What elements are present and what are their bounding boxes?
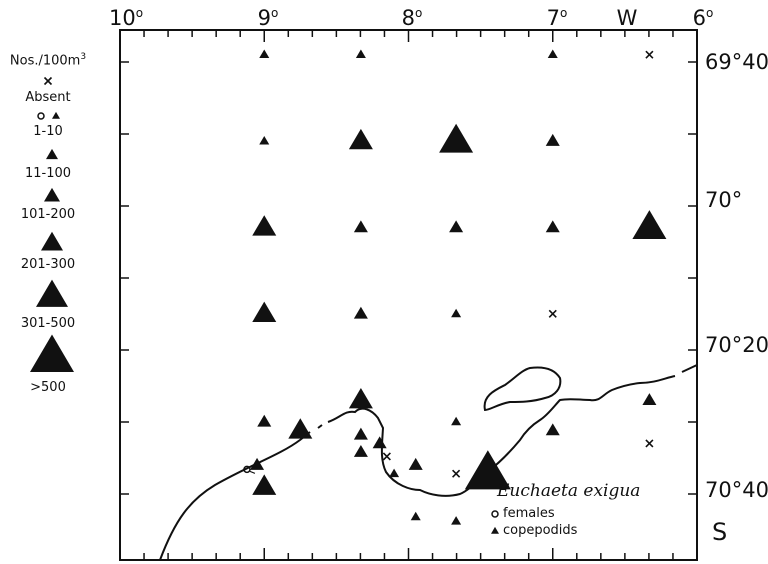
station-absent-marker	[645, 439, 654, 448]
station-triangle-marker	[449, 220, 464, 233]
station-triangle-marker	[632, 210, 667, 240]
cross-stroke	[382, 452, 391, 461]
legend-title: Nos./100m3	[9, 52, 87, 69]
legend-symbol-201-300	[41, 231, 63, 251]
station-triangle-marker	[348, 128, 373, 150]
legend-label-201-300: 201-300	[20, 257, 76, 272]
longitude-label-7: 7o	[546, 6, 568, 30]
station-triangle-marker	[252, 301, 277, 323]
station-triangle-marker	[250, 457, 265, 470]
station-absent-marker	[548, 309, 557, 318]
station-triangle-marker	[451, 308, 462, 318]
legend-symbol-301-500	[36, 279, 68, 307]
legend-label-1-10: 1-10	[33, 124, 63, 139]
cross-stroke	[43, 76, 53, 86]
latitude-label-70-20: 70°20'	[705, 333, 768, 357]
legend-label-absent: Absent	[25, 90, 71, 105]
station-absent-marker	[452, 469, 461, 478]
longitude-label-6: 6o	[692, 6, 714, 30]
station-triangle-marker	[259, 135, 270, 145]
station-triangle-marker	[545, 423, 560, 436]
station-triangle-marker	[252, 474, 277, 495]
coastline-main	[159, 364, 698, 561]
longitude-label-10: 10o	[108, 6, 144, 30]
longitude-label-w: W	[616, 6, 638, 30]
station-triangle-marker	[355, 49, 366, 59]
key-symbol-copepodid	[491, 526, 499, 534]
station-female-marker	[243, 465, 251, 474]
legend-symbol-over-500	[30, 334, 74, 372]
cross-stroke	[548, 309, 557, 318]
station-triangle-marker	[439, 123, 474, 153]
station-triangle-marker	[353, 306, 368, 319]
station-triangle-marker	[372, 436, 387, 449]
key-symbols	[491, 510, 499, 534]
station-triangle-marker	[642, 393, 657, 406]
south-label: S	[712, 518, 728, 546]
legend-label-over-500: >500	[30, 380, 66, 395]
station-triangle-marker	[547, 49, 558, 59]
legend-symbol-absent	[43, 76, 53, 86]
legend-symbol-101-200	[44, 187, 60, 202]
station-triangle-marker	[408, 457, 423, 470]
station-triangle-marker	[348, 388, 373, 409]
legend-label-11-100: 11-100	[24, 166, 72, 181]
latitude-label-70-40: 70°40'	[705, 478, 768, 502]
station-triangle-marker	[353, 220, 368, 233]
longitude-label-9: 9o	[257, 6, 279, 30]
key-label-females: females	[503, 506, 555, 521]
coastline	[159, 364, 698, 561]
station-absent-marker	[645, 50, 654, 59]
legend-label-101-200: 101-200	[20, 207, 76, 222]
legend-symbol-11-100	[46, 148, 58, 160]
station-triangle-marker	[451, 516, 462, 525]
legend-symbols	[30, 76, 74, 372]
station-triangle-marker	[353, 427, 368, 440]
station-triangle-marker	[464, 450, 511, 490]
station-triangle-marker	[252, 215, 277, 236]
legend-symbol-female	[37, 112, 45, 120]
station-triangle-marker	[259, 49, 270, 59]
key-symbol-female	[491, 510, 499, 518]
station-absent-marker	[382, 452, 391, 461]
cross-stroke	[645, 439, 654, 448]
station-triangle-marker	[451, 416, 462, 426]
species-name: Euchaeta exigua	[497, 481, 641, 501]
station-triangle-marker	[545, 220, 560, 233]
legend-symbol-1-10	[52, 111, 60, 119]
cross-stroke	[452, 469, 461, 478]
latitude-label-69-40: 69°40'	[705, 50, 768, 74]
station-triangle-marker	[257, 414, 272, 427]
longitude-label-8: 8o	[401, 6, 423, 30]
ice-shelf-outline	[483, 366, 562, 412]
station-markers	[243, 49, 667, 525]
legend-label-301-500: 301-500	[20, 316, 76, 331]
station-triangle-marker	[410, 511, 421, 521]
map-ticks	[119, 30, 698, 560]
cross-stroke	[645, 50, 654, 59]
station-triangle-marker	[353, 444, 368, 457]
station-female-tail	[249, 470, 256, 474]
station-triangle-marker	[389, 468, 400, 478]
latitude-label-70: 70°	[705, 188, 743, 212]
station-triangle-marker	[288, 418, 313, 439]
station-triangle-marker	[545, 133, 560, 146]
key-label-copepodids: copepodids	[503, 523, 578, 538]
